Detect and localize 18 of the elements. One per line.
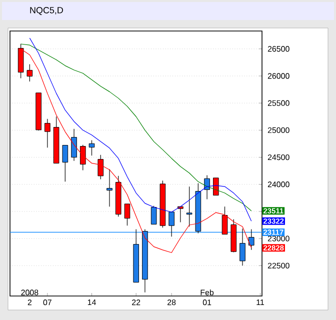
candlestick	[150, 206, 157, 225]
candlestick	[44, 118, 50, 148]
candlestick	[71, 128, 77, 162]
chart-title: NQC5,D	[30, 7, 63, 15]
candlestick	[98, 154, 104, 180]
candlestick	[168, 212, 174, 237]
candlestick	[26, 64, 33, 82]
candlestick	[124, 204, 130, 226]
candlestick	[222, 206, 228, 235]
candlestick	[248, 228, 254, 250]
candlestick	[106, 168, 112, 207]
candlestick	[212, 178, 219, 196]
candlestick	[80, 144, 86, 171]
candlestick	[62, 144, 68, 182]
candlestick	[240, 228, 246, 266]
candlestick	[204, 174, 210, 200]
candlestick	[88, 140, 95, 156]
candlestick	[186, 186, 192, 227]
